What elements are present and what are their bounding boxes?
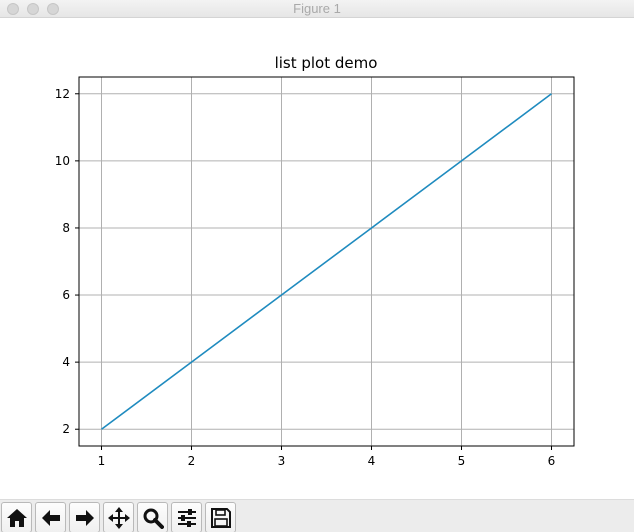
plot-frame	[78, 76, 575, 447]
x-tick-label: 4	[368, 454, 376, 468]
close-window-button[interactable]	[7, 3, 19, 15]
x-tick-label: 5	[458, 454, 466, 468]
move-icon	[107, 506, 130, 529]
save-button[interactable]	[205, 502, 236, 532]
configure-subplots-button[interactable]	[171, 502, 202, 532]
minimize-window-button[interactable]	[27, 3, 39, 15]
back-button[interactable]	[35, 502, 66, 532]
maximize-window-button[interactable]	[47, 3, 59, 15]
home-icon	[6, 508, 27, 527]
forward-button[interactable]	[69, 502, 100, 532]
y-tick-label: 8	[62, 221, 70, 235]
arrow-left-icon	[41, 509, 60, 526]
x-tick-label: 1	[98, 454, 106, 468]
floppy-disk-icon	[210, 507, 231, 528]
y-tick-label: 6	[62, 288, 70, 302]
series-line	[101, 93, 552, 430]
figure-canvas[interactable]: list plot demo 1 2 3 4 5 6 2 4 6 8 10 12	[0, 19, 634, 499]
window-title: Figure 1	[293, 1, 341, 16]
x-tick-label: 3	[278, 454, 286, 468]
y-tick-label: 12	[55, 87, 70, 101]
pan-button[interactable]	[103, 502, 134, 532]
y-tick-label: 2	[62, 422, 70, 436]
sliders-icon	[177, 508, 196, 527]
x-tick-label: 2	[188, 454, 196, 468]
title-bar: Figure 1	[0, 0, 634, 18]
x-tick-label: 6	[548, 454, 556, 468]
y-tick-label: 4	[62, 355, 70, 369]
arrow-right-icon	[75, 509, 94, 526]
home-button[interactable]	[1, 502, 32, 532]
y-tick-label: 10	[55, 154, 70, 168]
navigation-toolbar	[0, 499, 634, 532]
magnifier-icon	[143, 508, 164, 529]
chart-title: list plot demo	[275, 54, 378, 72]
zoom-button[interactable]	[137, 502, 168, 532]
